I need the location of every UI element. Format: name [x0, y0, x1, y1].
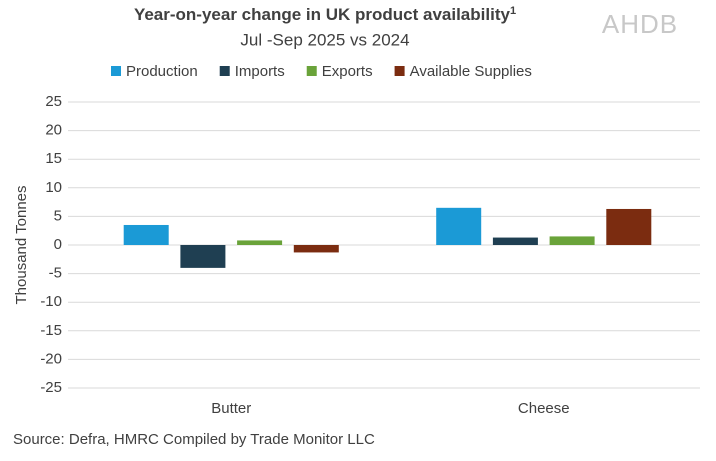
y-tick-label: 0 — [54, 236, 62, 253]
legend-label: Available Supplies — [410, 63, 532, 80]
title-note: 1 — [510, 5, 516, 17]
y-tick-label: 10 — [45, 179, 62, 196]
y-axis-label: Thousand Tonnes — [13, 186, 30, 305]
legend-label: Exports — [322, 63, 373, 80]
legend-label: Production — [126, 63, 198, 80]
chart-title: Year-on-year change in UK product availa… — [134, 5, 511, 24]
y-tick-label: -20 — [40, 350, 62, 367]
x-tick-label: Butter — [211, 400, 251, 417]
bar — [606, 208, 652, 245]
legend-label: Imports — [235, 63, 285, 80]
y-tick-label: -15 — [40, 322, 62, 339]
chart-subtitle: Jul -Sep 2025 vs 2024 — [240, 30, 409, 49]
legend-swatch — [219, 66, 230, 76]
bar — [123, 224, 169, 245]
legend-swatch — [111, 66, 121, 76]
x-tick-label: Cheese — [518, 400, 570, 417]
y-tick-label: -5 — [49, 265, 62, 282]
legend-swatch — [394, 66, 405, 76]
y-tick-label: 20 — [45, 122, 62, 139]
bar — [436, 207, 482, 245]
logo: AHDB — [602, 9, 678, 39]
y-tick-label: 25 — [45, 93, 62, 110]
y-tick-label: 15 — [45, 150, 62, 167]
source-note: Source: Defra, HMRC Compiled by Trade Mo… — [13, 431, 375, 448]
y-tick-label: 5 — [54, 207, 62, 224]
y-tick-label: -25 — [40, 379, 62, 396]
chart-title-group: Year-on-year change in UK product availa… — [134, 5, 516, 25]
bar — [293, 245, 339, 253]
legend: Production Imports Exports Available Suppli… — [111, 63, 532, 80]
bar — [492, 237, 538, 245]
y-tick-label: -10 — [40, 293, 62, 310]
bar — [237, 240, 283, 245]
bar — [549, 236, 595, 245]
legend-swatch — [306, 66, 317, 76]
bar — [180, 245, 226, 268]
